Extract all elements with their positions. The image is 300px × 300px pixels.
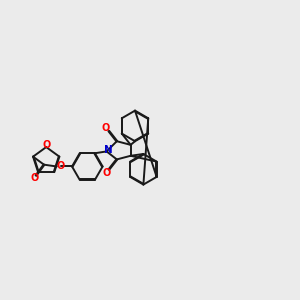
Text: O: O: [42, 140, 50, 149]
Text: O: O: [102, 123, 110, 133]
Text: O: O: [103, 168, 111, 178]
Text: O: O: [57, 161, 65, 171]
Text: N: N: [104, 145, 113, 155]
Text: O: O: [30, 173, 38, 184]
